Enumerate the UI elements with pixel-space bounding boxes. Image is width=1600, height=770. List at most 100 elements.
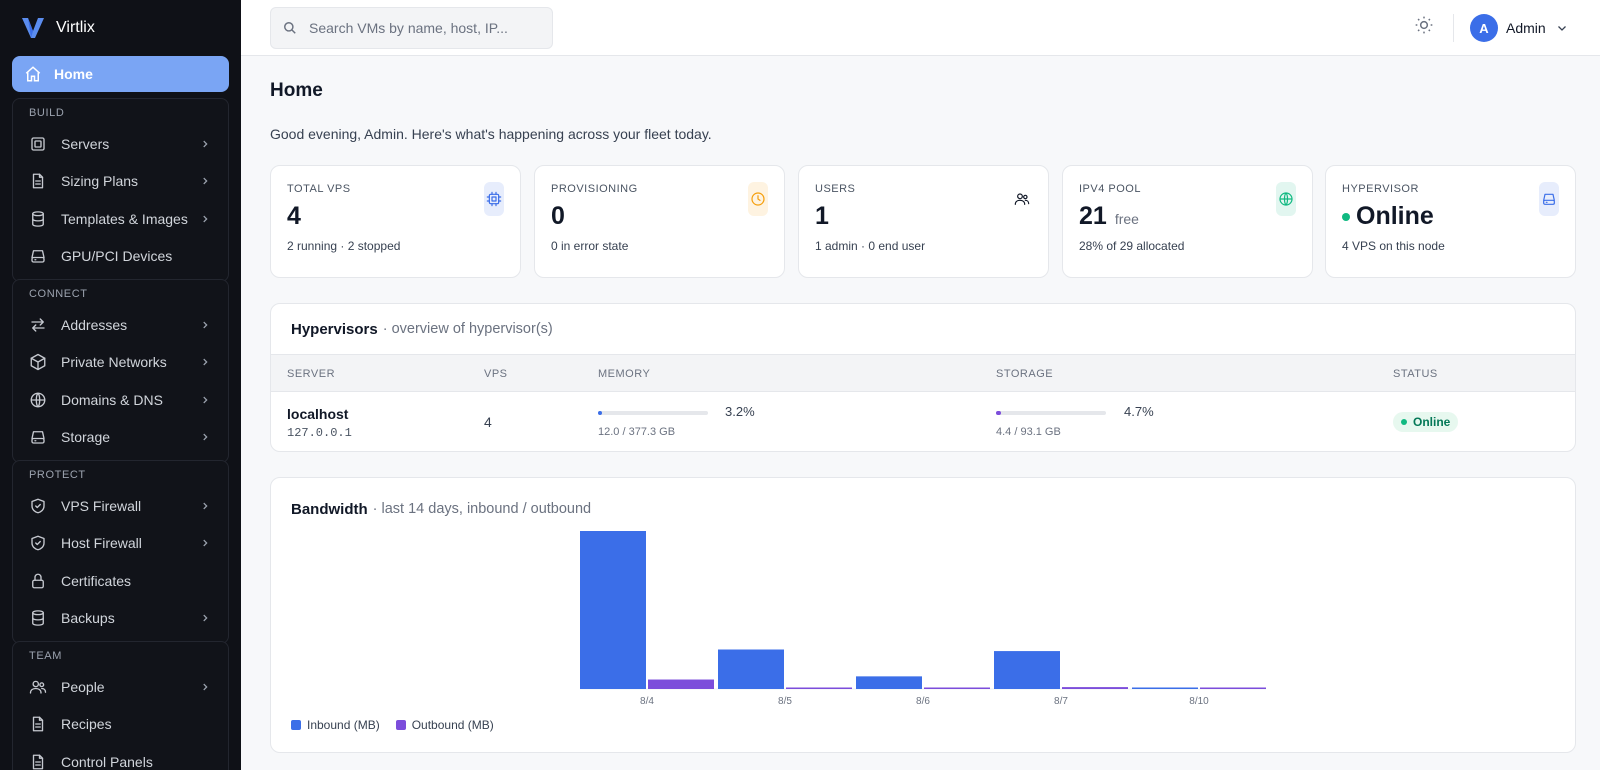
hypervisors-header: Hypervisors · overview of hypervisor(s) [271, 304, 1575, 354]
storage-percent: 4.7% [1124, 404, 1154, 419]
bar-outbound-8-5[interactable] [786, 687, 852, 690]
sidebar-group-connect: CONNECT Addresses Private Networks Domains … [12, 279, 229, 463]
stat-card-title: HYPERVISOR [1342, 183, 1419, 195]
storage-usage: 4.4 / 93.1 GB [996, 426, 1061, 438]
globe-icon [1276, 182, 1296, 216]
sidebar-item-recipes[interactable]: Recipes [13, 706, 228, 744]
sidebar-item-vps-firewall[interactable]: VPS Firewall [13, 487, 228, 525]
stat-card-note: 28% of 29 allocated [1079, 239, 1185, 253]
bandwidth-title: Bandwidth [291, 500, 368, 518]
search-box[interactable] [270, 7, 553, 49]
col-server: SERVER [287, 368, 336, 380]
sidebar-item-backups[interactable]: Backups [13, 600, 228, 638]
greeting: Good evening, Admin. Here's what's happe… [270, 126, 712, 142]
brand[interactable]: Virtlix [0, 0, 241, 55]
chevron-right-icon [200, 357, 210, 367]
sidebar-item-label: Domains & DNS [61, 391, 163, 408]
chevron-right-icon [200, 501, 210, 511]
drive-icon [29, 247, 47, 265]
sidebar-group-title: BUILD [29, 107, 65, 119]
sidebar-item-private-networks[interactable]: Private Networks [13, 344, 228, 382]
sidebar-item-sizing-plans[interactable]: Sizing Plans [13, 163, 228, 201]
status-dot [1342, 212, 1350, 221]
sidebar-item-label: People [61, 678, 105, 695]
table-header: SERVER VPS MEMORY STORAGE STATUS [271, 354, 1575, 392]
stat-card-total-vps[interactable]: TOTAL VPS 4 2 running · 2 stopped [270, 165, 521, 278]
bandwidth-subtitle: · last 14 days, inbound / outbound [372, 501, 592, 517]
sidebar-item-label: Storage [61, 429, 111, 446]
sidebar-item-certificates[interactable]: Certificates [13, 562, 228, 600]
arrows-icon [29, 316, 47, 334]
stat-card-value-row: 4 [287, 202, 504, 231]
storage-bar-fill [996, 411, 1002, 415]
globe-icon [29, 391, 47, 409]
stat-card-hypervisor[interactable]: HYPERVISOR Online 4 VPS on this node [1325, 165, 1576, 278]
sidebar-item-gpu-pci-devices[interactable]: GPU/PCI Devices [13, 238, 228, 276]
logo-icon [20, 16, 46, 40]
memory-percent: 3.2% [725, 404, 755, 419]
sidebar-group-title: PROTECT [29, 469, 86, 481]
sidebar-item-templates-images[interactable]: Templates & Images [13, 200, 228, 238]
status-label: Online [1413, 415, 1451, 429]
chevron-right-icon [200, 432, 210, 442]
x-tick-label: 8/5 [778, 696, 792, 707]
search-input[interactable] [309, 20, 529, 36]
sidebar-item-people[interactable]: People [13, 668, 228, 706]
sidebar-item-addresses[interactable]: Addresses [13, 306, 228, 344]
bandwidth-chart: 8/4 8/5 8/6 8/7 8/10 [580, 531, 1266, 707]
bar-outbound-8-10[interactable] [1200, 687, 1266, 690]
sun-icon[interactable] [1414, 15, 1434, 35]
document-icon [29, 715, 47, 733]
bar-inbound-8-6[interactable] [856, 676, 922, 689]
stat-card-title: IPV4 POOL [1079, 183, 1141, 195]
col-storage: STORAGE [996, 368, 1054, 380]
chevron-right-icon [200, 214, 210, 224]
sidebar-item-label: Addresses [61, 316, 128, 333]
stat-card-users[interactable]: USERS 1 1 admin · 0 end user [798, 165, 1049, 278]
cube-icon [29, 353, 47, 371]
bar-inbound-8-7[interactable] [994, 651, 1060, 689]
bar-inbound-8-10[interactable] [1132, 687, 1198, 690]
stat-card-note: 2 running · 2 stopped [287, 239, 401, 253]
sidebar-item-servers[interactable]: Servers [13, 125, 228, 163]
stat-card-ipv4-pool[interactable]: IPV4 POOL 21 free 28% of 29 allocated [1062, 165, 1313, 278]
sidebar-item-storage[interactable]: Storage [13, 419, 228, 457]
bar-outbound-8-4[interactable] [648, 679, 714, 689]
chevron-right-icon [200, 682, 210, 692]
server-icon [29, 135, 47, 153]
memory-bar [598, 411, 708, 415]
col-status: STATUS [1393, 368, 1438, 380]
stat-card-value: Online [1356, 202, 1434, 230]
bar-outbound-8-6[interactable] [924, 687, 990, 690]
home-icon [24, 65, 42, 83]
user-name: Admin [1506, 20, 1546, 36]
shield-icon [29, 497, 47, 515]
server-name[interactable]: localhost [287, 406, 349, 422]
chevron-right-icon [200, 395, 210, 405]
sidebar-item-label: Servers [61, 135, 110, 152]
legend-swatch [395, 720, 406, 730]
sidebar: Virtlix Home BUILD Servers Sizing Plans Tem… [0, 0, 241, 770]
stat-card-sub: free [1114, 211, 1139, 227]
sidebar-group-build: BUILD Servers Sizing Plans Templates & Imag… [12, 98, 229, 282]
user-menu[interactable]: A Admin [1470, 14, 1568, 42]
bar-outbound-8-7[interactable] [1062, 687, 1128, 689]
database-icon [29, 210, 47, 228]
sidebar-item-home[interactable]: Home [12, 56, 229, 92]
memory-usage: 12.0 / 377.3 GB [598, 426, 676, 438]
sidebar-item-host-firewall[interactable]: Host Firewall [13, 525, 228, 563]
topbar-divider [1453, 14, 1454, 42]
sidebar-item-control-panels[interactable]: Control Panels [13, 743, 228, 770]
sidebar-item-domains-dns[interactable]: Domains & DNS [13, 381, 228, 419]
sidebar-item-label: VPS Firewall [61, 497, 142, 514]
bar-inbound-8-5[interactable] [718, 649, 784, 690]
stat-card-provisioning[interactable]: PROVISIONING 0 0 in error state [534, 165, 785, 278]
stat-card-value: 4 [287, 202, 301, 230]
legend-item-inbound: Inbound (MB) [291, 718, 380, 732]
sidebar-item-label: Home [54, 66, 93, 82]
bandwidth-header: Bandwidth · last 14 days, inbound / outb… [271, 478, 1575, 540]
document-icon [29, 172, 47, 190]
bar-inbound-8-4[interactable] [580, 531, 646, 689]
chevron-right-icon [200, 538, 210, 548]
table-row[interactable]: localhost 127.0.0.1 4 3.2% 12.0 / 377.3 … [271, 392, 1575, 451]
